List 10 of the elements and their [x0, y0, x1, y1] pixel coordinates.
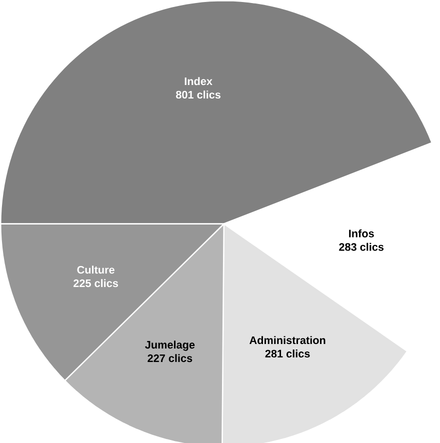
slice-label: Jumelage — [145, 340, 195, 351]
slice-label: Administration — [250, 336, 326, 344]
data-label: 283 clics — [339, 242, 384, 251]
slice-label: Culture — [77, 266, 114, 274]
slice-label: Infos — [349, 229, 374, 238]
slice-label: Index — [184, 77, 212, 86]
data-label: 801 clics — [176, 90, 221, 99]
data-label: 225 clics — [74, 279, 118, 288]
data-label: 281 clics — [265, 350, 310, 358]
data-label: 227 clics — [148, 354, 192, 362]
